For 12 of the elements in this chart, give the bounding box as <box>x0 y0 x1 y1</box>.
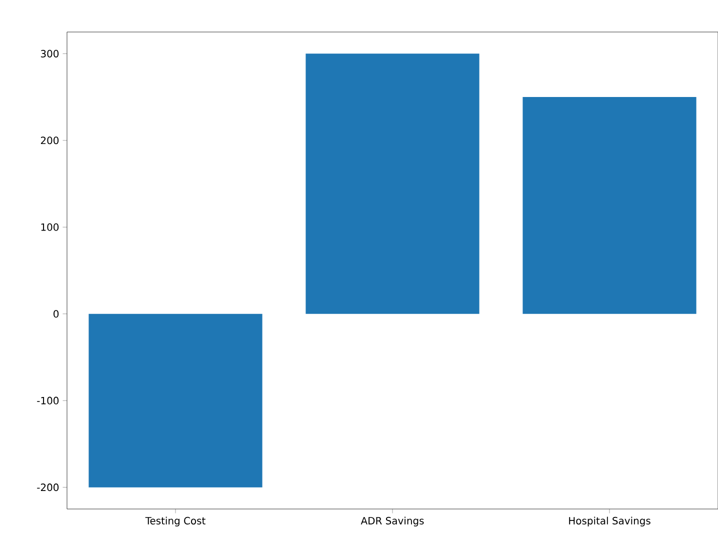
y-tick-label: -200 <box>37 484 59 492</box>
x-tick-label: Testing Cost <box>145 516 206 526</box>
y-tick-label: 0 <box>54 310 59 318</box>
bar <box>306 54 480 314</box>
y-tick-label: 100 <box>41 223 59 231</box>
bar <box>522 97 696 314</box>
y-tick-label: -100 <box>37 396 59 404</box>
bar <box>88 314 262 488</box>
y-tick-label: 200 <box>40 136 59 144</box>
y-tick-label: 300 <box>40 50 59 58</box>
x-tick-label: Hospital Savings <box>569 516 650 526</box>
x-tick-label: ADR Savings <box>360 516 424 526</box>
